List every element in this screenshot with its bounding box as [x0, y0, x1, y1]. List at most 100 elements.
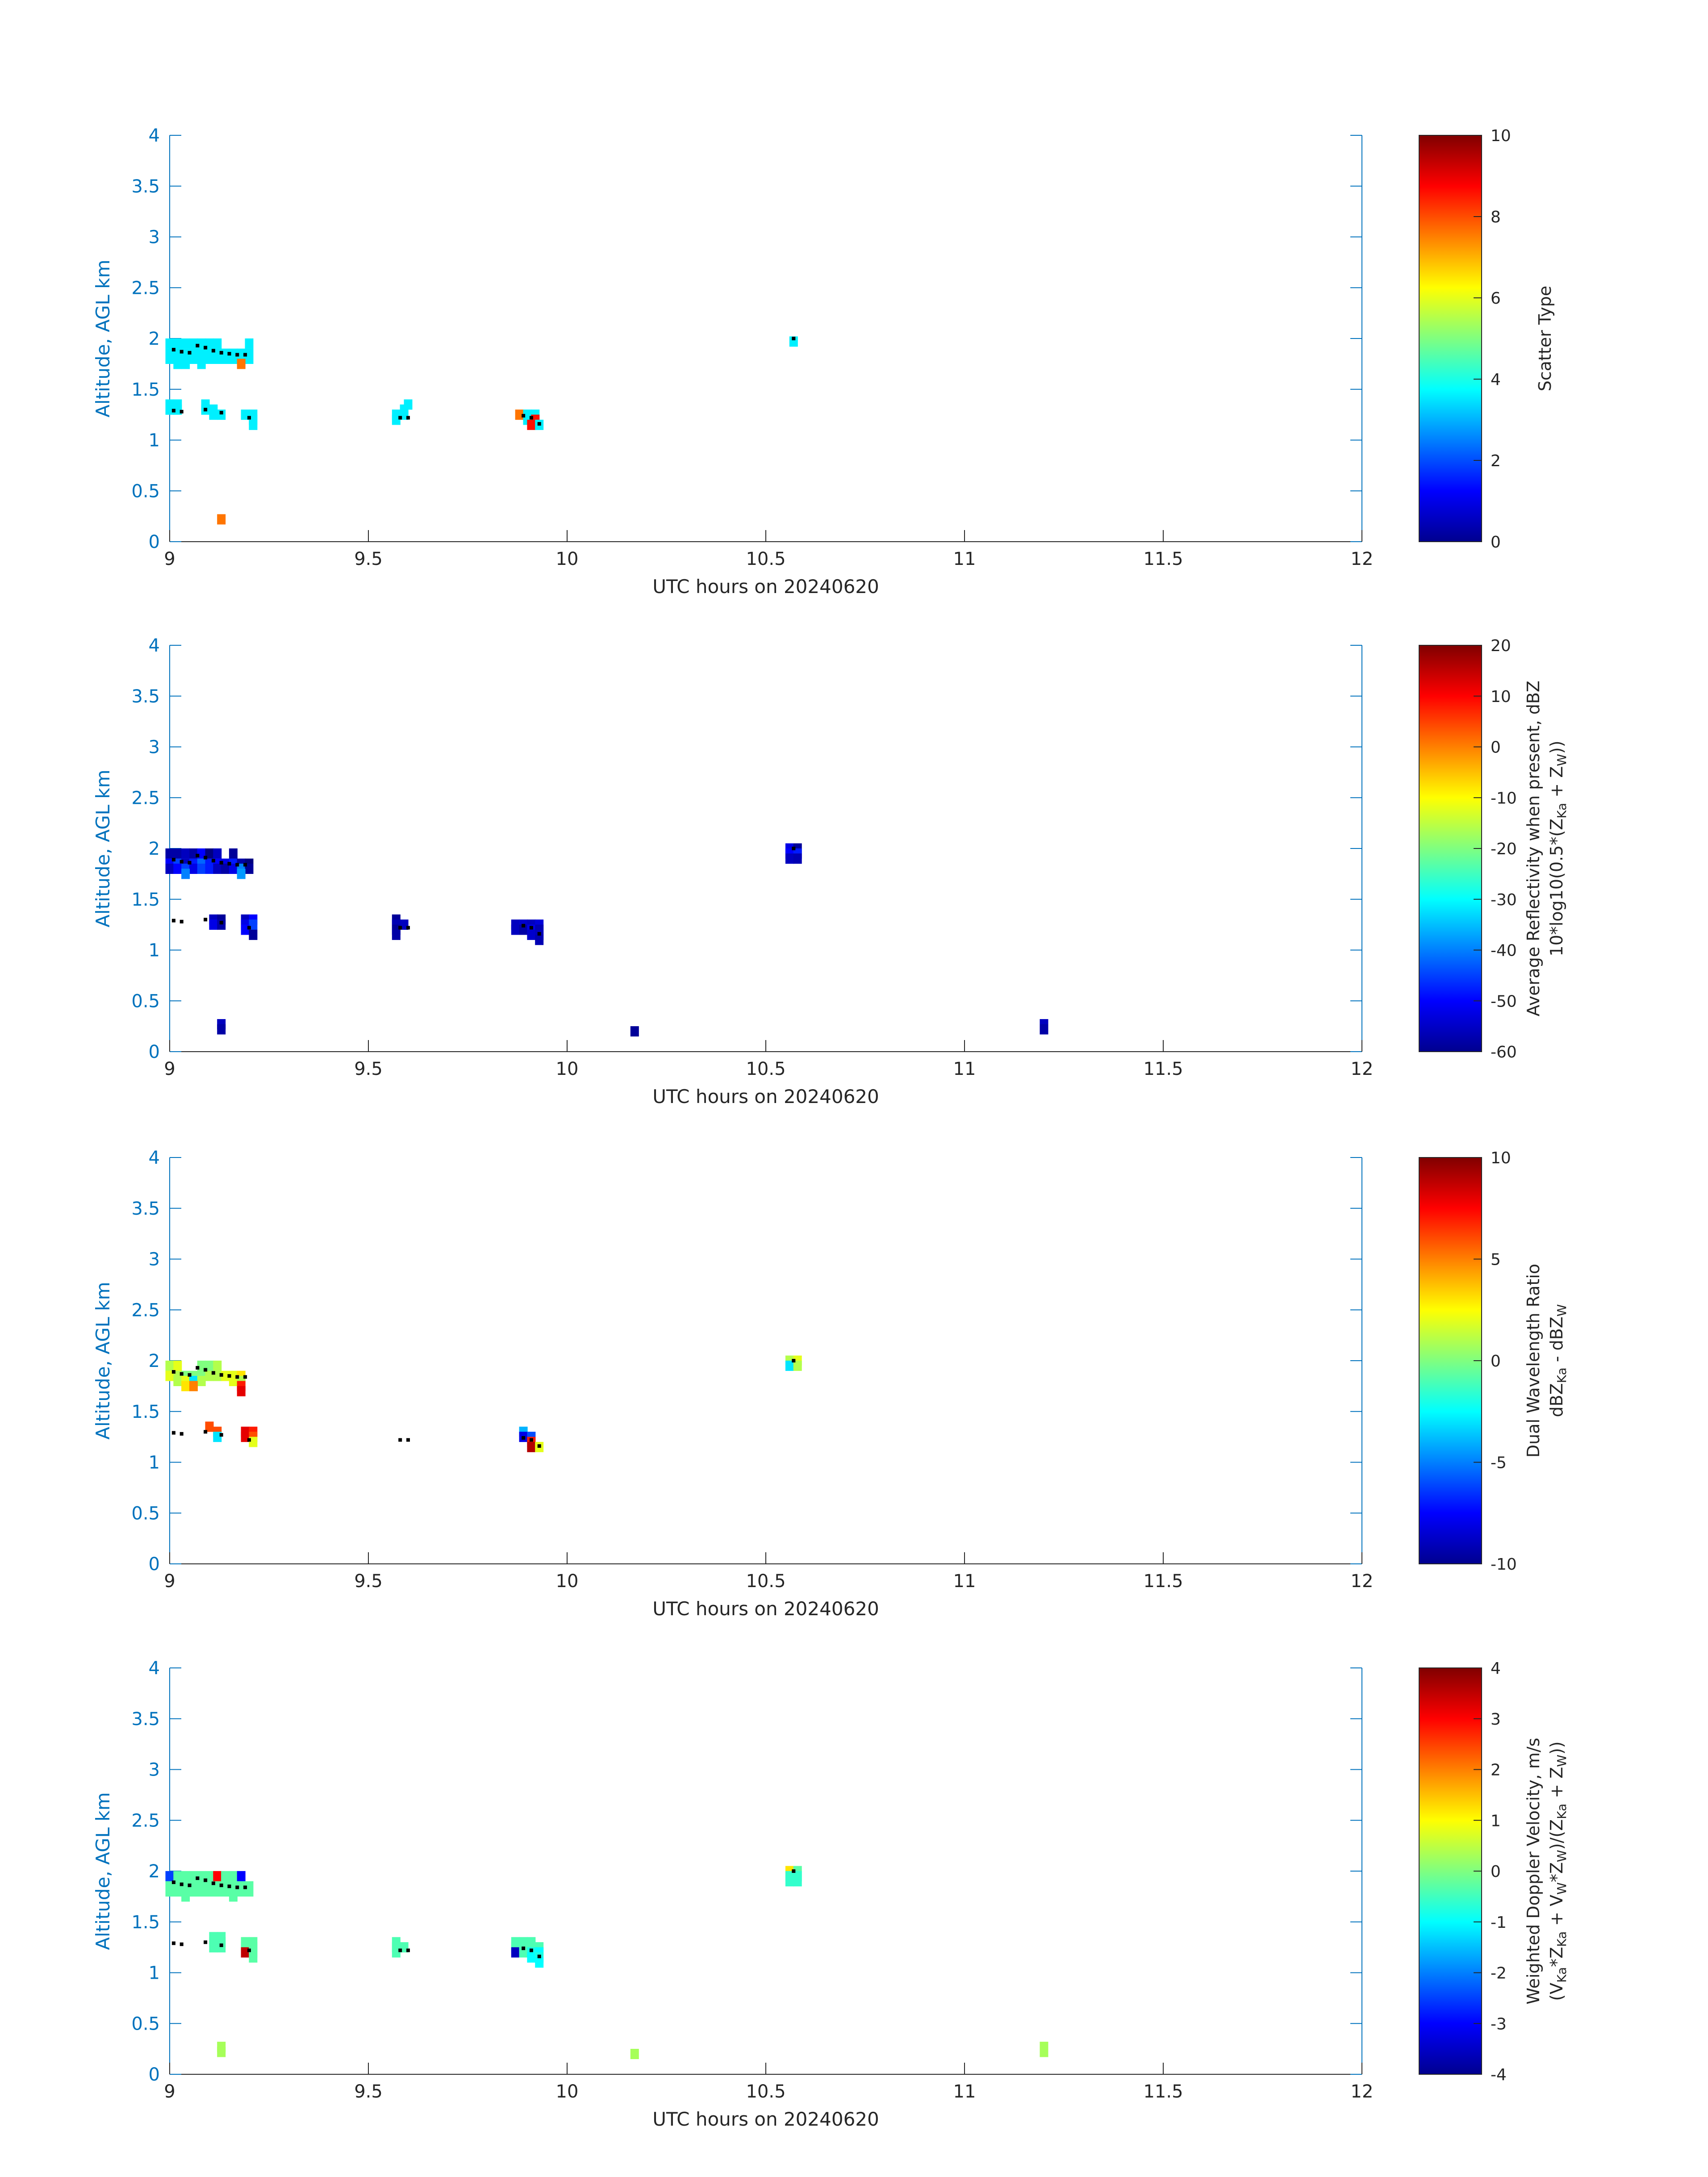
colorbar-label-text: Weighted Doppler Velocity, m/s: [1524, 1738, 1543, 2004]
x-tick-label: 10.5: [746, 549, 785, 569]
y-tick-label: 2: [149, 1351, 160, 1371]
overlay-dot: [398, 1948, 402, 1952]
data-cell: [519, 924, 528, 935]
y-tick-label: 1: [149, 940, 160, 961]
data-cell: [209, 919, 218, 930]
data-cell: [165, 848, 174, 859]
colorbar-label-text: + Z: [1547, 766, 1566, 803]
data-cell: [173, 1886, 182, 1897]
colorbar-label-text: *Z: [1547, 1947, 1566, 1967]
data-cell: [165, 1371, 174, 1381]
data-cell: [221, 864, 230, 874]
colorbar-label: Dual Wavelength Ratio dBZKa - dBZW: [1524, 1264, 1569, 1458]
colorbar-label-line: dBZKa - dBZW: [1547, 1304, 1569, 1417]
overlay-dot: [171, 919, 175, 923]
x-tick-label: 9: [164, 2081, 175, 2102]
colorbar: [1419, 135, 1482, 542]
data-cell: [181, 1891, 190, 1902]
plot-area: [170, 645, 1362, 1052]
x-axis-label: UTC hours on 20240620: [652, 2108, 879, 2130]
overlay-dot: [204, 1940, 208, 1944]
data-cell: [249, 919, 258, 930]
data-cell: [173, 359, 182, 369]
colorbar-label-subscript: Ka: [1554, 1931, 1569, 1947]
data-cell: [189, 1381, 198, 1391]
overlay-dot: [537, 422, 541, 426]
overlay-dot: [204, 1430, 208, 1434]
colorbar-label-subscript: Ka: [1554, 1804, 1569, 1819]
x-tick-label: 11.5: [1143, 549, 1183, 569]
overlay-dot: [188, 1373, 192, 1377]
data-cell: [249, 1437, 258, 1447]
x-tick-label: 9: [164, 1571, 175, 1592]
data-cell: [213, 1886, 222, 1897]
y-tick-label: 0.5: [131, 991, 160, 1011]
data-cell: [249, 419, 258, 430]
overlay-dot: [188, 1883, 192, 1887]
data-cell: [527, 1952, 536, 1963]
data-cell: [1040, 2047, 1048, 2057]
data-cell: [535, 935, 544, 945]
data-cell: [217, 919, 226, 930]
data-cell: [245, 338, 254, 349]
colorbar: [1419, 645, 1482, 1052]
y-tick-label: 1.5: [131, 1912, 160, 1933]
y-tick-label: 1.5: [131, 890, 160, 910]
overlay-dot: [171, 409, 175, 413]
overlay-dot: [211, 1371, 215, 1375]
overlay-dot: [196, 1366, 200, 1370]
overlay-dot: [537, 1955, 541, 1959]
colorbar-tick-label: 1: [1491, 1812, 1501, 1830]
y-tick-label: 3.5: [131, 1199, 160, 1219]
overlay-dot: [235, 1375, 239, 1379]
overlay-dot: [522, 1436, 526, 1440]
data-cell: [392, 929, 401, 940]
overlay-dot: [406, 1948, 410, 1952]
x-tick-label: 12: [1351, 1059, 1374, 1079]
colorbar-tick-label: 20: [1491, 637, 1511, 655]
data-cell: [205, 338, 214, 349]
colorbar-label-line: Dual Wavelength Ratio: [1524, 1264, 1543, 1458]
colorbar-label-line: Weighted Doppler Velocity, m/s: [1524, 1738, 1543, 2004]
overlay-dot: [219, 861, 223, 865]
colorbar-tick-label: -20: [1491, 840, 1517, 858]
overlay-dot: [243, 1885, 247, 1889]
y-tick-label: 0.5: [131, 481, 160, 501]
data-cell: [173, 1871, 182, 1881]
colorbar-label-text: - dBZ: [1547, 1316, 1566, 1367]
x-tick-label: 10: [556, 1059, 579, 1079]
colorbar-label-text: )): [1547, 740, 1566, 754]
data-cell: [213, 1371, 222, 1381]
x-tick-label: 11.5: [1143, 1571, 1183, 1592]
y-tick-label: 1.5: [131, 1402, 160, 1422]
overlay-dot: [529, 1438, 533, 1442]
overlay-dot: [792, 1359, 796, 1362]
data-cell: [217, 1942, 226, 1953]
overlay-dot: [792, 337, 796, 340]
overlay-dot: [180, 409, 184, 414]
data-cell: [793, 1360, 802, 1371]
overlay-dot: [211, 859, 215, 863]
overlay-dot: [219, 921, 223, 925]
overlay-dot: [529, 1948, 533, 1952]
x-tick-label: 10.5: [746, 2081, 785, 2102]
overlay-dot: [537, 1444, 541, 1448]
colorbar-tick-label: -10: [1491, 1555, 1517, 1574]
colorbar-label-text: *Z: [1547, 1862, 1566, 1882]
colorbar-tick-label: 0: [1491, 533, 1501, 552]
overlay-dot: [243, 353, 247, 357]
overlay-dot: [204, 856, 208, 860]
data-cell: [535, 1957, 544, 1968]
overlay-dot: [219, 1433, 223, 1437]
data-cell: [793, 853, 802, 864]
data-cell: [189, 354, 198, 364]
x-tick-label: 10: [556, 1571, 579, 1592]
colorbar-tick-label: 10: [1491, 127, 1511, 145]
x-tick-label: 12: [1351, 1571, 1374, 1592]
overlay-dot: [204, 1368, 208, 1372]
colorbar-label-subscript: W: [1554, 1304, 1569, 1316]
data-cell: [189, 864, 198, 874]
x-tick-label: 12: [1351, 549, 1374, 569]
